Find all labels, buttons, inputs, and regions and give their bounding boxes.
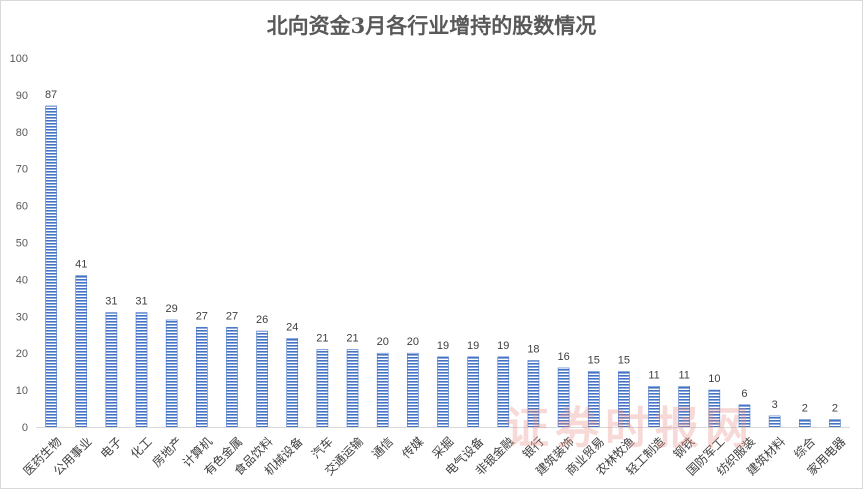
y-tick-label: 80: [16, 127, 28, 139]
bar: [437, 356, 449, 428]
bar: [135, 312, 148, 428]
y-tick-label: 20: [16, 348, 28, 360]
bar: [105, 312, 118, 428]
bar: [316, 349, 329, 428]
bar: [256, 330, 268, 428]
bar: [798, 419, 811, 428]
bar: [45, 105, 57, 428]
data-label: 27: [196, 310, 208, 322]
data-label: 31: [105, 296, 117, 308]
y-tick-label: 60: [16, 201, 28, 213]
data-label: 41: [75, 259, 87, 271]
data-label: 21: [316, 333, 328, 345]
data-label: 31: [135, 296, 147, 308]
y-tick-label: 0: [22, 422, 28, 434]
y-tick-label: 30: [16, 311, 28, 323]
x-tick-label: 传媒: [399, 434, 427, 462]
bar: [467, 356, 479, 428]
data-label: 3: [772, 399, 778, 411]
data-label: 24: [286, 321, 298, 333]
y-axis: 0 10 20 30 40 50 60 70 80 90 100: [10, 53, 28, 434]
data-label: 16: [557, 351, 569, 363]
y-tick-label: 50: [16, 238, 28, 250]
x-tick-label: 房地产: [149, 434, 185, 470]
x-tick-label: 综合: [791, 434, 819, 462]
bar: [346, 349, 359, 428]
x-tick-label: 采掘: [429, 434, 457, 462]
y-tick-label: 100: [10, 53, 28, 65]
data-label: 29: [166, 303, 178, 315]
data-label: 15: [618, 355, 630, 367]
bar: [768, 415, 781, 428]
bar: [407, 352, 419, 428]
data-label: 6: [741, 388, 747, 400]
data-label: 2: [832, 403, 838, 415]
y-tick-label: 40: [16, 274, 28, 286]
bar: [286, 338, 299, 428]
bar: [165, 319, 178, 428]
data-label: 20: [377, 336, 389, 348]
x-tick-label: 化工: [128, 434, 155, 461]
x-tick-label: 汽车: [308, 434, 336, 462]
data-label: 87: [45, 89, 57, 101]
data-label: 18: [527, 344, 539, 356]
watermark: 证券时报网: [505, 403, 755, 454]
data-label: 15: [588, 355, 600, 367]
data-label: 19: [467, 340, 479, 352]
data-label: 27: [226, 310, 238, 322]
data-label: 19: [437, 340, 449, 352]
x-tick-label: 通信: [369, 434, 396, 461]
bar: [196, 327, 208, 428]
bar: [376, 352, 389, 428]
data-label: 20: [407, 336, 419, 348]
data-label: 21: [346, 333, 358, 345]
data-label: 26: [256, 314, 268, 326]
data-label: 10: [708, 373, 720, 385]
y-tick-label: 90: [16, 90, 28, 102]
y-tick-label: 10: [16, 385, 28, 397]
bar: [829, 419, 841, 428]
data-label: 11: [648, 369, 659, 381]
x-tick-label: 电子: [98, 434, 125, 461]
y-tick-label: 70: [16, 164, 28, 176]
bar: [226, 327, 238, 428]
chart-title: 北向资金3月各行业增持的股数情况: [266, 13, 597, 38]
data-label: 2: [802, 403, 808, 415]
data-label: 19: [497, 340, 509, 352]
bar: [75, 275, 88, 428]
data-label: 11: [678, 369, 689, 381]
